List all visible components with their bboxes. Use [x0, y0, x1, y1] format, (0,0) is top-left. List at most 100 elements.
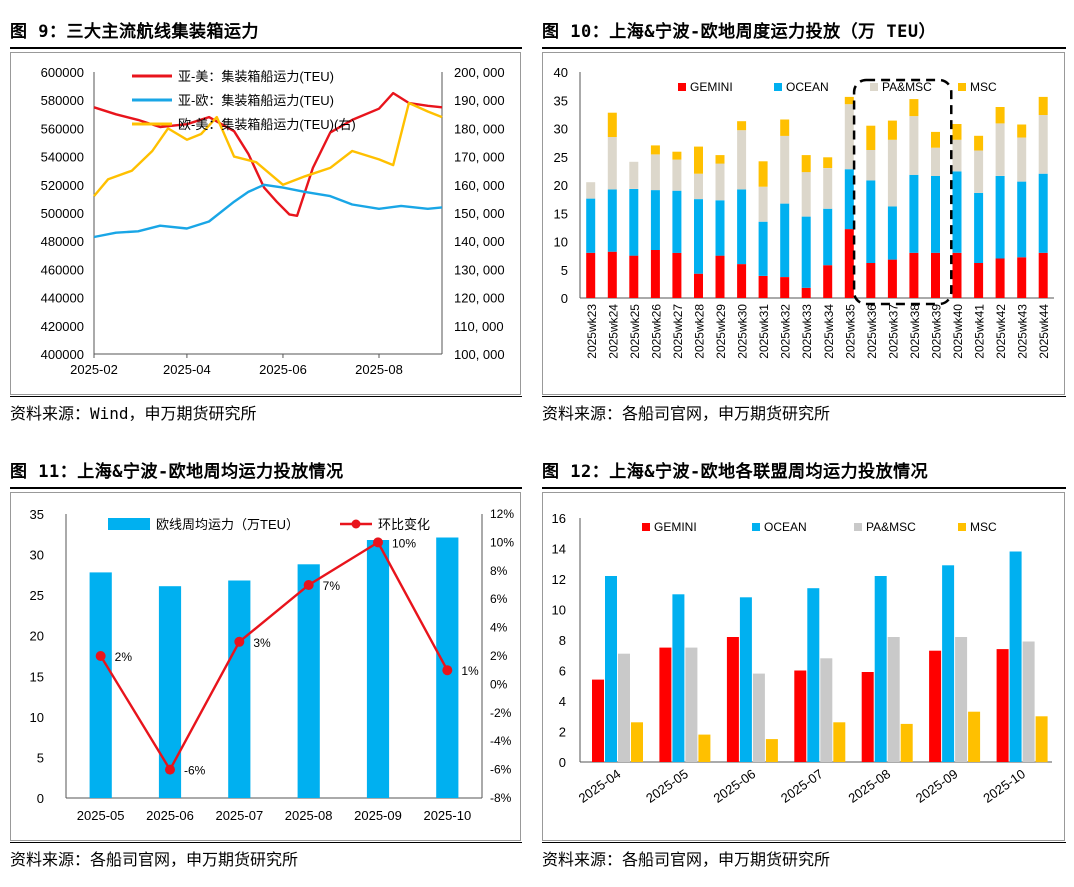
data-label: -6%: [184, 764, 206, 778]
bar-segment-ocean: [586, 198, 596, 253]
bar-segment-ocean: [672, 190, 682, 253]
y-tick-label: 10: [554, 235, 568, 250]
legend-swatch: [958, 523, 966, 531]
line-point: [442, 665, 453, 676]
bar-segment-pamsc: [672, 159, 682, 191]
x-tick-label: 2025wk23: [585, 304, 599, 359]
bar-segment-ocean: [801, 216, 811, 288]
series-line-mom: [99, 540, 449, 773]
line-point: [373, 537, 383, 548]
bar-segment-ocean: [758, 221, 768, 276]
y-tick-label: 15: [554, 206, 568, 221]
title-rule: [542, 47, 1066, 49]
x-tick-label: 2025wk24: [606, 304, 620, 359]
legend-marker: [351, 519, 361, 529]
legend-label: PA&MSC: [882, 80, 932, 94]
legend-swatch: [108, 518, 150, 530]
y-tick-label: 20: [554, 178, 568, 193]
bar-segment-gemini: [952, 252, 962, 298]
x-tick-label: 2025-05: [643, 766, 691, 806]
bar: [158, 586, 182, 798]
y-left-tick-label: 600000: [41, 65, 84, 80]
bar-segment-gemini: [1038, 252, 1048, 298]
y-left-tick-label: 480000: [41, 234, 84, 249]
bar-segment-ocean: [1017, 181, 1027, 258]
legend-swatch: [642, 523, 650, 531]
x-tick-label: 2025wk41: [973, 304, 987, 359]
bar-gemini: [592, 679, 604, 762]
bar-segment-msc: [995, 107, 1005, 124]
y-right-tick-label: 180, 000: [454, 121, 505, 136]
bar-gemini: [996, 649, 1009, 762]
x-tick-label: 2025wk30: [736, 304, 750, 359]
legend-label: PA&MSC: [866, 520, 916, 534]
bar-gemini: [659, 647, 672, 762]
bar-pamsc: [1022, 641, 1035, 762]
x-tick-label: 2025-10: [980, 766, 1028, 806]
y-tick-label: 14: [552, 542, 566, 557]
legend-swatch: [678, 83, 686, 91]
chart-fig12: 0 2 4 6 8 10 12 14 16 2025-04 2025-05 2025-06 2025-0…: [542, 492, 1065, 841]
source-rule: [10, 396, 522, 397]
legend-swatch: [958, 83, 966, 91]
bar-segment-pamsc: [607, 137, 617, 190]
bar-segment-ocean: [823, 208, 833, 266]
bar-ocean: [605, 576, 617, 762]
legend-label: 亚-欧：集装箱船运力(TEU): [178, 93, 334, 108]
x-tick-label: 2025-06: [146, 808, 194, 823]
bar-segment-msc: [737, 121, 747, 131]
chart-border: [542, 52, 1065, 395]
bar: [366, 540, 390, 798]
source-note: 资料来源：Wind，申万期货研究所: [10, 404, 257, 423]
chart-border: [542, 492, 1065, 841]
x-tick-label: 2025wk34: [822, 304, 836, 359]
bar-segment-pamsc: [909, 116, 919, 175]
bar-segment-gemini: [866, 263, 876, 298]
bar-segment-pamsc: [974, 150, 984, 193]
bar: [297, 564, 320, 798]
y-left-tick-label: 580000: [41, 93, 84, 108]
x-tick-label: 2025wk29: [714, 304, 728, 359]
bar-segment-msc: [1017, 124, 1027, 138]
bar-segment-pamsc: [844, 104, 854, 170]
bar-segment-msc: [1038, 96, 1048, 115]
y-tick-label: 30: [554, 122, 568, 137]
x-tick-label: 2025-08: [355, 362, 403, 377]
bar-segment-ocean: [909, 174, 919, 253]
bar-pamsc: [955, 637, 968, 762]
bar-segment-msc: [952, 124, 962, 140]
x-tick-label: 2025-06: [711, 766, 759, 806]
x-tick-label: 2025-04: [576, 766, 624, 806]
y-right-tick-label: -6%: [490, 763, 512, 777]
bar-segment-gemini: [586, 252, 596, 298]
bar-segment-gemini: [715, 255, 725, 298]
bar-segment-pamsc: [715, 163, 725, 201]
bar-segment-gemini: [931, 252, 940, 298]
legend-label: MSC: [970, 80, 997, 94]
y-right-tick-label: 160, 000: [454, 178, 505, 193]
source-rule: [10, 842, 522, 843]
bar-segment-pamsc: [650, 154, 660, 191]
bar-segment-msc: [887, 120, 897, 140]
y-tick-label: 12: [552, 572, 566, 587]
bar-segment-msc: [650, 145, 660, 155]
y-tick-label: 16: [552, 511, 566, 526]
chart-fig11: 0 5 10 15 20 25 30 35 -8% -6% -4% -2% 0% 2% 4% 6% 8% 10% 1…: [10, 492, 521, 841]
y-right-tick-label: 150, 000: [454, 206, 505, 221]
y-left-tick-label: 35: [30, 507, 44, 522]
bar-segment-ocean: [607, 189, 617, 252]
y-tick-label: 0: [559, 755, 566, 770]
line-point: [95, 651, 106, 661]
bar-segment-msc: [823, 157, 833, 168]
bar-pamsc: [685, 647, 698, 762]
y-right-tick-label: 6%: [490, 592, 508, 606]
bar-segment-gemini: [780, 277, 790, 298]
y-right-tick-label: 190, 000: [454, 93, 505, 108]
bar-segment-msc: [801, 155, 811, 173]
bar-segment-ocean: [737, 189, 747, 265]
bar-msc: [968, 711, 981, 762]
x-tick-label: 2025wk35: [843, 304, 857, 359]
y-tick-label: 4: [559, 694, 566, 709]
bar-segment-gemini: [672, 252, 682, 298]
panel-fig10: 图 10：上海&宁波-欧地周度运力投放（万 TEU） 0 5 10 15 20 25 30 3…: [542, 18, 1066, 430]
